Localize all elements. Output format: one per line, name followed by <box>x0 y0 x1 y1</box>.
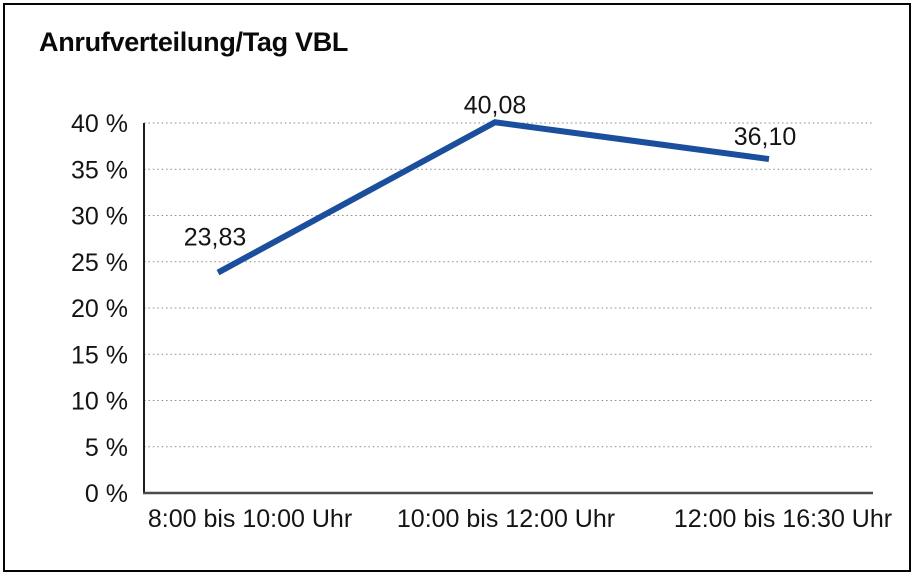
data-point-label: 36,10 <box>734 123 797 151</box>
x-category-label: 12:00 bis 16:30 Uhr <box>674 505 892 533</box>
x-category-label: 10:00 bis 12:00 Uhr <box>397 505 615 533</box>
series-line <box>216 119 770 276</box>
x-category-label: 8:00 bis 10:00 Uhr <box>148 505 352 533</box>
y-tick-label: 0 % <box>85 480 128 508</box>
y-tick-label: 5 % <box>85 434 128 462</box>
chart-border-frame <box>3 3 911 572</box>
y-tick-label: 40 % <box>71 110 128 138</box>
y-tick-label: 25 % <box>71 249 128 277</box>
data-point-label: 23,83 <box>184 224 247 252</box>
y-tick-label: 15 % <box>71 341 128 369</box>
y-tick-label: 10 % <box>71 388 128 416</box>
chart-title: Anrufverteilung/Tag VBL <box>39 27 349 57</box>
data-point-label: 40,08 <box>464 91 527 119</box>
y-tick-label: 30 % <box>71 203 128 231</box>
y-tick-label: 35 % <box>71 156 128 184</box>
y-tick-label: 20 % <box>71 295 128 323</box>
